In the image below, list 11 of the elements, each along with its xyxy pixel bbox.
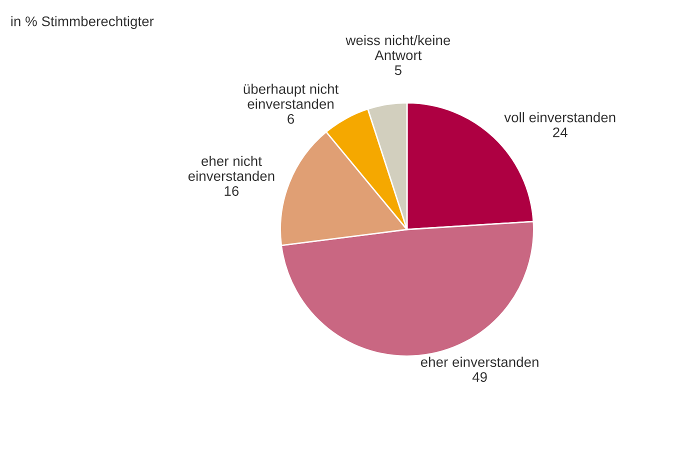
slice-label: überhaupt nicht einverstanden [244, 84, 339, 109]
chart-title: in % Stimmberechtigter [11, 16, 154, 30]
slice-label: eher einverstanden [420, 356, 538, 368]
data-label: 49 [472, 372, 487, 382]
data-label: 5 [394, 65, 402, 76]
slice-label: eher nicht einverstanden [188, 156, 274, 181]
slice-label: voll einverstanden [504, 112, 616, 122]
slice-label: weiss nicht/keine Antwort [346, 34, 450, 60]
data-label: 16 [224, 186, 239, 196]
data-label: 6 [288, 114, 294, 124]
data-label: 24 [553, 127, 568, 138]
